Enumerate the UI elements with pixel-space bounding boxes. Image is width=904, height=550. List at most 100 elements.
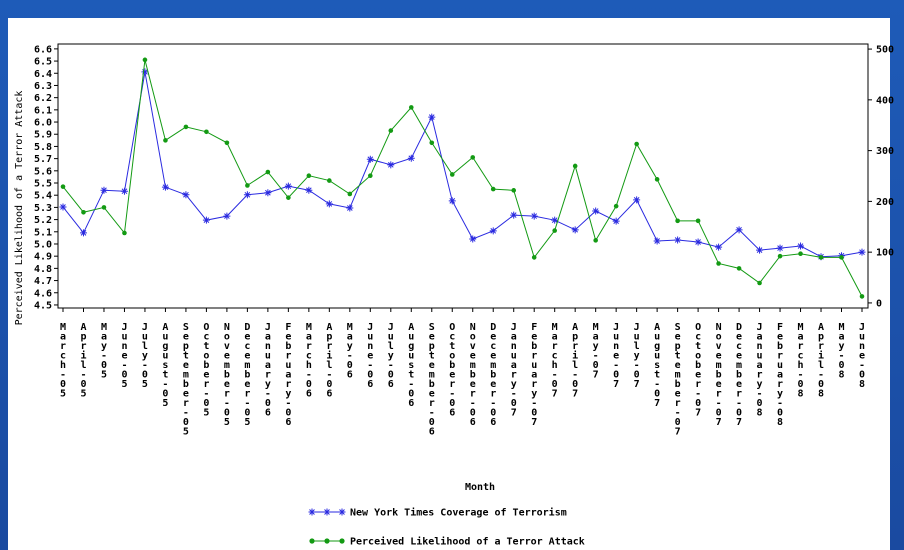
- marker: [60, 184, 66, 189]
- x-tick-label: June-08: [857, 322, 868, 389]
- panel: [8, 18, 890, 550]
- x-tick-label: November-06: [467, 322, 478, 427]
- x-tick-label: January-06: [262, 322, 273, 417]
- marker: [489, 227, 497, 235]
- marker: [429, 140, 435, 146]
- marker: [265, 169, 271, 175]
- x-axis-label: Month: [465, 482, 495, 493]
- x-tick-label: August-06: [406, 322, 417, 408]
- y-tick-label: 5.8: [34, 142, 52, 153]
- marker: [715, 243, 723, 251]
- marker: [366, 155, 374, 163]
- x-tick-label: August-05: [160, 322, 171, 408]
- y-tick-label: 5.3: [34, 203, 52, 214]
- marker: [469, 235, 477, 243]
- marker: [122, 230, 127, 236]
- series-line: [62, 71, 863, 258]
- marker: [735, 226, 743, 234]
- marker: [716, 261, 721, 266]
- marker: [141, 68, 149, 76]
- x-tick-label: November-05: [221, 322, 232, 427]
- y-tick-label: 5.4: [34, 191, 52, 202]
- x-tick-label: October-05: [201, 322, 212, 417]
- marker: [224, 140, 230, 146]
- marker: [613, 203, 619, 209]
- marker: [490, 186, 496, 192]
- x-tick-label: May-07: [590, 322, 601, 379]
- y2-tick-label: 200: [876, 197, 894, 208]
- x-tick-label: September-06: [426, 322, 437, 436]
- marker: [757, 280, 762, 286]
- x-tick-label: August-07: [652, 322, 663, 408]
- marker: [572, 163, 578, 169]
- marker: [245, 183, 250, 188]
- x-tick-label: November-07: [713, 322, 724, 427]
- y-tick-label: 6.6: [34, 44, 52, 55]
- y-tick-label: 6.1: [34, 105, 52, 116]
- marker: [736, 266, 742, 271]
- marker: [593, 238, 598, 243]
- legend-marker: [338, 508, 346, 516]
- x-tick-label: March-06: [303, 322, 314, 398]
- marker: [858, 248, 866, 256]
- marker: [798, 251, 803, 257]
- x-tick-label: February-07: [529, 322, 540, 427]
- marker: [633, 196, 641, 204]
- x-tick-label: October-07: [693, 322, 704, 417]
- marker: [388, 128, 394, 133]
- x-tick-label: April-07: [570, 322, 581, 398]
- legend-marker: [308, 508, 316, 516]
- marker: [101, 205, 107, 210]
- marker: [448, 197, 456, 205]
- series-line: [62, 59, 863, 297]
- y-tick-label: 5.2: [34, 215, 52, 226]
- marker: [142, 57, 148, 63]
- x-tick-label: April-06: [324, 322, 335, 398]
- marker: [204, 129, 209, 135]
- marker: [839, 255, 844, 260]
- y-tick-label: 6.4: [34, 69, 52, 80]
- marker: [470, 155, 476, 160]
- marker: [530, 212, 538, 220]
- x-tick-label: February-06: [283, 322, 294, 427]
- marker: [859, 294, 865, 299]
- marker: [552, 228, 557, 233]
- marker: [694, 238, 702, 246]
- x-tick-label: October-06: [447, 322, 458, 417]
- marker: [408, 105, 414, 110]
- y-tick-label: 6.0: [34, 118, 52, 129]
- x-tick-label: June-05: [119, 322, 130, 389]
- y2-tick-label: 500: [876, 45, 894, 56]
- marker: [284, 182, 292, 190]
- legend-label: New York Times Coverage of Terrorism: [350, 507, 567, 519]
- marker: [368, 173, 373, 178]
- marker: [756, 246, 764, 254]
- marker: [695, 218, 701, 224]
- y2-tick-label: 400: [876, 95, 894, 106]
- marker: [387, 161, 395, 169]
- marker: [347, 191, 353, 197]
- y-tick-label: 4.7: [34, 276, 52, 287]
- x-tick-label: January-07: [508, 322, 519, 417]
- marker: [182, 191, 190, 199]
- y-tick-label: 5.0: [34, 239, 52, 250]
- marker: [510, 211, 518, 219]
- marker: [612, 217, 620, 225]
- marker: [818, 255, 824, 260]
- x-tick-label: February-08: [775, 322, 786, 427]
- marker: [449, 172, 455, 177]
- x-tick-label: April-08: [816, 322, 827, 398]
- marker: [79, 229, 87, 237]
- y-tick-label: 4.9: [34, 252, 52, 263]
- x-tick-label: December-07: [734, 322, 745, 427]
- marker: [346, 204, 354, 212]
- x-tick-label: September-05: [180, 322, 191, 436]
- x-tick-label: December-06: [488, 322, 499, 427]
- marker: [654, 177, 660, 182]
- x-tick-label: March-08: [795, 322, 806, 398]
- marker: [797, 242, 805, 250]
- x-tick-label: June-07: [611, 322, 622, 389]
- y-tick-label: 4.5: [34, 300, 52, 311]
- marker: [327, 178, 332, 183]
